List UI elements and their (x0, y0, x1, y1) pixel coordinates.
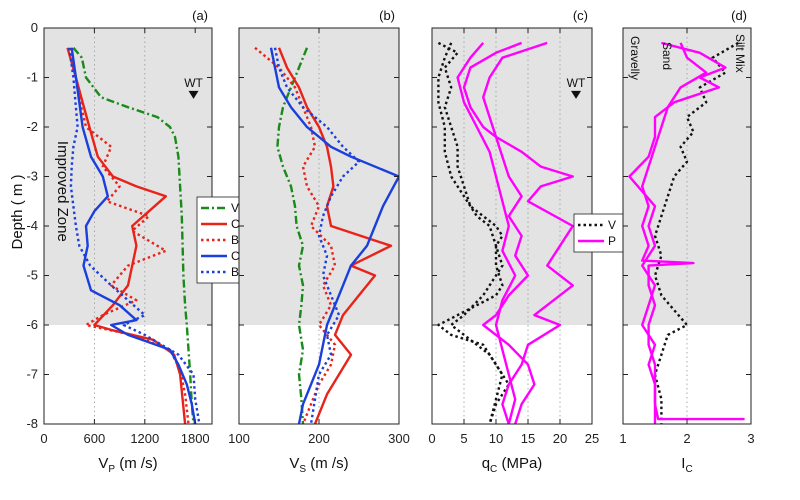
panel-d: 1 2 3 (d) IC Gravelly Sand Silt Mix (619, 8, 754, 475)
series-group (628, 41, 745, 424)
y-tick-label: -1 (26, 70, 38, 85)
x-tick-label: 3 (747, 431, 754, 446)
soil-zone-label: Sand (660, 42, 674, 70)
x-tick-label: 1 (619, 431, 626, 446)
legend-label: P (608, 234, 616, 248)
y-tick-label: -6 (26, 317, 38, 332)
water-table-icon (188, 90, 199, 99)
y-tick-label: 0 (31, 20, 38, 35)
x-axis-label: VS (m /s) (289, 455, 348, 475)
y-tick-label: -5 (26, 268, 38, 283)
x-tick-label: 1200 (130, 431, 159, 446)
y-tick-label: -7 (26, 367, 38, 382)
series-v (437, 41, 510, 424)
series-b2 (68, 47, 201, 424)
soil-zone-label: Silt Mix (733, 34, 747, 73)
soil-zone-label: Gravelly (628, 36, 642, 80)
series-v1 (276, 47, 309, 424)
water-table-label: WT (567, 76, 586, 90)
series-c2 (269, 47, 399, 424)
series-group (254, 46, 399, 424)
y-tick-label: -3 (26, 169, 38, 184)
series-p (456, 42, 517, 424)
x-tick-label: 5 (460, 431, 467, 446)
x-axis-label: IC (681, 455, 692, 475)
panel-c: 0 5 10 15 20 25 (c) qC (MPa) WT (428, 8, 599, 475)
x-tick-label: 0 (428, 431, 435, 446)
series-p (641, 42, 745, 421)
series-b1 (254, 46, 337, 424)
series-c2 (70, 47, 197, 424)
panel-label: (a) (192, 8, 208, 23)
x-tick-label: 300 (388, 431, 410, 446)
series-v1 (72, 47, 195, 424)
panel-b: 100 200 300 (b) VS (m /s) (228, 8, 410, 475)
x-tick-label: 25 (585, 431, 599, 446)
x-tick-label: 10 (489, 431, 503, 446)
y-tick-label: -8 (26, 416, 38, 431)
series-v (653, 41, 739, 424)
series-p (462, 41, 574, 424)
x-tick-label: 1800 (181, 431, 210, 446)
x-axis-label: qC (MPa) (482, 455, 543, 475)
panel-a: 0 600 1200 1800 0 -1 -2 -3 -4 -5 -6 -7 -8 (a) VP (m /s… (26, 8, 213, 475)
x-tick-label: 2 (683, 431, 690, 446)
series-b2 (273, 47, 361, 424)
series-v (437, 42, 504, 424)
panel-label: (c) (573, 8, 588, 23)
improved-zone-label: Improved Zone (54, 141, 71, 242)
legend-label: V (608, 218, 616, 232)
x-tick-label: 15 (521, 431, 535, 446)
x-axis-label: VP (m /s) (98, 455, 157, 475)
panel-label: (d) (731, 8, 747, 23)
series-p (482, 41, 548, 424)
series-c1 (277, 47, 393, 424)
x-tick-label: 0 (40, 431, 47, 446)
series-group (66, 47, 201, 424)
water-table-label: WT (184, 76, 203, 90)
x-tick-label: 200 (308, 431, 330, 446)
series-p (628, 41, 727, 424)
x-tick-label: 20 (553, 431, 567, 446)
x-tick-label: 600 (84, 431, 106, 446)
water-table-icon (571, 90, 581, 99)
y-axis-label: Depth ( m ) (9, 174, 26, 249)
y-tick-label: -2 (26, 119, 38, 134)
series-group (437, 41, 574, 424)
x-tick-label: 100 (228, 431, 250, 446)
y-tick-label: -4 (26, 218, 38, 233)
panel-label: (b) (379, 8, 395, 23)
